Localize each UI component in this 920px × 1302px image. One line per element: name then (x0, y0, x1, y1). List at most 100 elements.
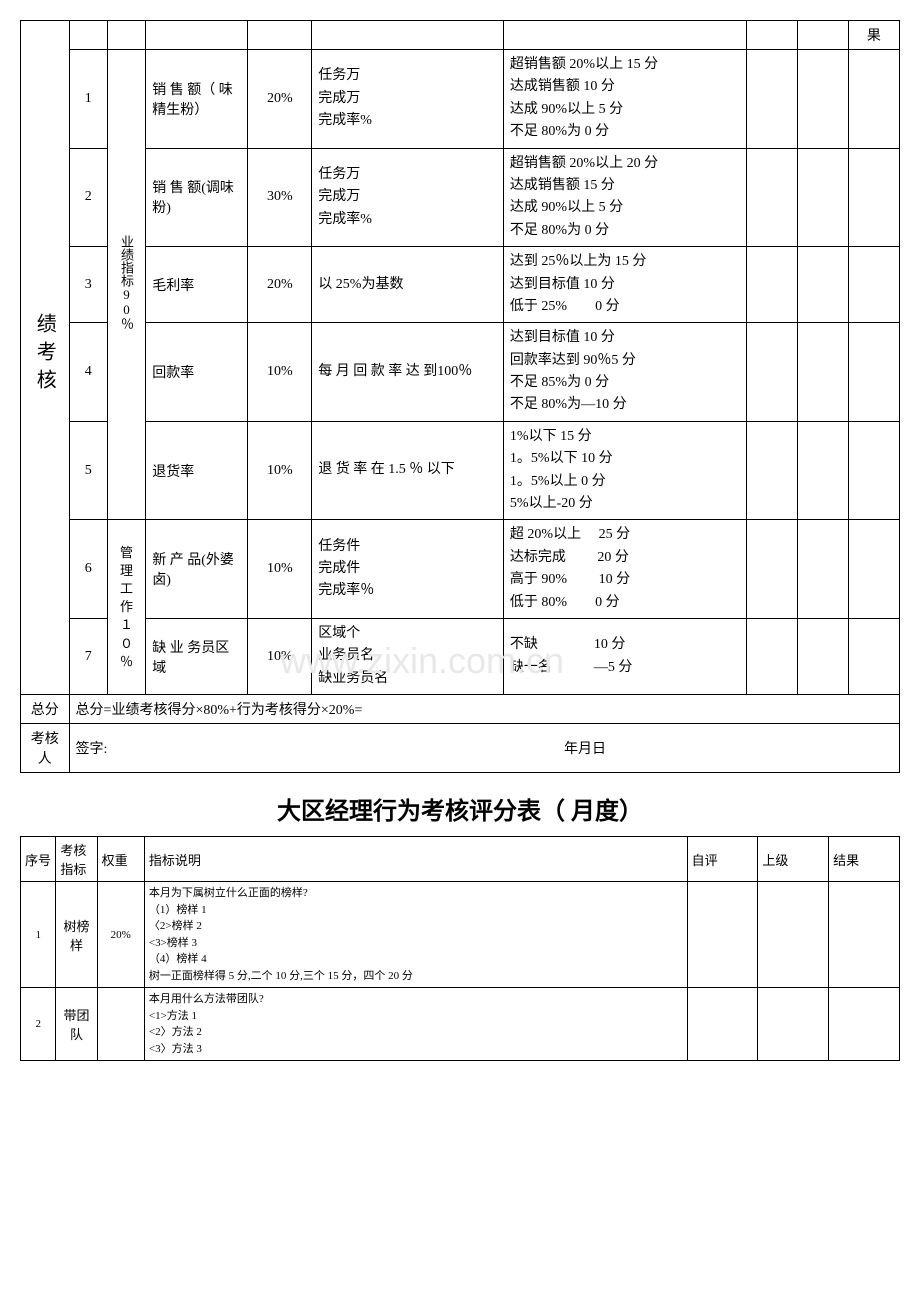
sup-cell[interactable] (758, 882, 829, 988)
self-header: 自评 (687, 837, 758, 882)
table-row: 3 毛利率 20% 以 25%为基数 达到 25％以上为 15 分 达到目标值 … (21, 247, 900, 323)
row-num: 1 (21, 882, 56, 988)
table-row: 1 业绩指标90％ 销 售 额（ 味 精生粉） 20% 任务万 完成万 完成率%… (21, 50, 900, 149)
sup-cell[interactable] (797, 148, 848, 247)
metric-cell: 回款率 (146, 323, 248, 422)
scoring-cell: 达到 25％以上为 15 分 达到目标值 10 分 低于 25% 0 分 (503, 247, 746, 323)
result-cell[interactable] (848, 148, 899, 247)
result-cell[interactable] (848, 618, 899, 694)
signature-label: 签字: (76, 742, 108, 757)
metric-cell: 退货率 (146, 421, 248, 520)
section-label-text: 绩考核 (30, 313, 59, 397)
date-label: 年月日 (564, 742, 606, 757)
result-cell[interactable] (848, 50, 899, 149)
result-cell[interactable] (848, 247, 899, 323)
result-cell[interactable] (848, 323, 899, 422)
result-header: 果 (848, 21, 899, 50)
empty-cell (107, 21, 145, 50)
table-header-row: 序号 考核指标 权重 指标说明 自评 上级 结果 (21, 837, 900, 882)
desc-cell: 任务万 完成万 完成率% (312, 148, 504, 247)
sup-cell[interactable] (797, 50, 848, 149)
desc-cell: 任务件 完成件 完成率％ (312, 520, 504, 619)
scoring-cell: 不缺 10 分 缺一名 —5 分 (503, 618, 746, 694)
examiner-label: 考核人 (21, 724, 70, 773)
total-label: 总分 (21, 695, 70, 724)
desc-cell: 任务万 完成万 完成率% (312, 50, 504, 149)
total-row: 总分 总分=业绩考核得分×80%+行为考核得分×20%= (21, 695, 900, 724)
sup-cell[interactable] (797, 247, 848, 323)
sup-cell[interactable] (758, 988, 829, 1061)
empty-cell (312, 21, 504, 50)
result-cell[interactable] (829, 882, 900, 988)
desc-cell: 区域个 业务员名 缺业务员名 (312, 618, 504, 694)
empty-cell (146, 21, 248, 50)
group-mgmt-text: 管理工作１０％ (120, 545, 133, 669)
scoring-cell: 超销售额 20%以上 20 分 达成销售额 15 分 达成 90%以上 5 分 … (503, 148, 746, 247)
self-cell[interactable] (746, 148, 797, 247)
desc-cell: 每 月 回 款 率 达 到100％ (312, 323, 504, 422)
weight-cell: 10% (248, 323, 312, 422)
empty-cell (797, 21, 848, 50)
self-cell[interactable] (746, 323, 797, 422)
metric-cell: 缺 业 务员区域 (146, 618, 248, 694)
section-title: 大区经理行为考核评分表（ 月度） (20, 791, 900, 826)
weight-cell: 20% (248, 50, 312, 149)
table-row: 6 管理工作１０％ 新 产 品(外婆卤) 10% 任务件 完成件 完成率％ 超 … (21, 520, 900, 619)
table-row: 5 退货率 10% 退 货 率 在 1.5 ％ 以下 1%以下 15 分 1。5… (21, 421, 900, 520)
signature-cell: 签字: 年月日 (69, 724, 899, 773)
metric-cell: 带团队 (56, 988, 97, 1061)
weight-cell: 20% (97, 882, 144, 988)
result-cell[interactable] (848, 520, 899, 619)
sup-cell[interactable] (797, 323, 848, 422)
self-cell[interactable] (687, 882, 758, 988)
table-row: 2 带团队 本月用什么方法带团队? <1>方法 1 <2〉方法 2 <3〉方法 … (21, 988, 900, 1061)
row-num: 3 (69, 247, 107, 323)
sup-cell[interactable] (797, 421, 848, 520)
sup-cell[interactable] (797, 618, 848, 694)
total-formula: 总分=业绩考核得分×80%+行为考核得分×20%= (69, 695, 899, 724)
examiner-row: 考核人 签字: 年月日 (21, 724, 900, 773)
empty-cell (69, 21, 107, 50)
group-perf: 业绩指标90％ (107, 50, 145, 520)
seq-header: 序号 (21, 837, 56, 882)
metric-cell: 新 产 品(外婆卤) (146, 520, 248, 619)
weight-cell: 10% (248, 421, 312, 520)
empty-cell (503, 21, 746, 50)
row-num: 6 (69, 520, 107, 619)
row-num: 4 (69, 323, 107, 422)
desc-cell: 本月为下属树立什么正面的榜样? （1）榜样 1 〈2>榜样 2 <3>榜样 3 … (144, 882, 687, 988)
group-perf-text: 业绩指标90％ (117, 235, 136, 330)
row-num: 5 (69, 421, 107, 520)
row-num: 7 (69, 618, 107, 694)
self-cell[interactable] (746, 618, 797, 694)
section-label: 绩考核 (21, 21, 70, 695)
table-row: 4 回款率 10% 每 月 回 款 率 达 到100％ 达到目标值 10 分 回… (21, 323, 900, 422)
table-header-row: 绩考核 果 (21, 21, 900, 50)
weight-cell: 10% (248, 618, 312, 694)
self-cell[interactable] (746, 247, 797, 323)
performance-table: 绩考核 果 1 业绩指标90％ 销 售 额（ 味 精生粉） 20% 任务万 完成… (20, 20, 900, 773)
table-row: 1 树榜样 20% 本月为下属树立什么正面的榜样? （1）榜样 1 〈2>榜样 … (21, 882, 900, 988)
metric-cell: 销 售 额(调味粉) (146, 148, 248, 247)
row-num: 2 (21, 988, 56, 1061)
row-num: 2 (69, 148, 107, 247)
weight-header: 权重 (97, 837, 144, 882)
self-cell[interactable] (746, 50, 797, 149)
self-cell[interactable] (687, 988, 758, 1061)
scoring-cell: 1%以下 15 分 1。5%以下 10 分 1。5%以上 0 分 5%以上-20… (503, 421, 746, 520)
metric-cell: 树榜样 (56, 882, 97, 988)
empty-cell (746, 21, 797, 50)
result-cell[interactable] (829, 988, 900, 1061)
self-cell[interactable] (746, 421, 797, 520)
sup-header: 上级 (758, 837, 829, 882)
desc-cell: 以 25%为基数 (312, 247, 504, 323)
result-cell[interactable] (848, 421, 899, 520)
sup-cell[interactable] (797, 520, 848, 619)
weight-cell (97, 988, 144, 1061)
result-header: 结果 (829, 837, 900, 882)
self-cell[interactable] (746, 520, 797, 619)
table-row: 2 销 售 额(调味粉) 30% 任务万 完成万 完成率% 超销售额 20%以上… (21, 148, 900, 247)
metric-header: 考核指标 (56, 837, 97, 882)
table-row: 7 缺 业 务员区域 10% 区域个 业务员名 缺业务员名 不缺 10 分 缺一… (21, 618, 900, 694)
weight-cell: 20% (248, 247, 312, 323)
